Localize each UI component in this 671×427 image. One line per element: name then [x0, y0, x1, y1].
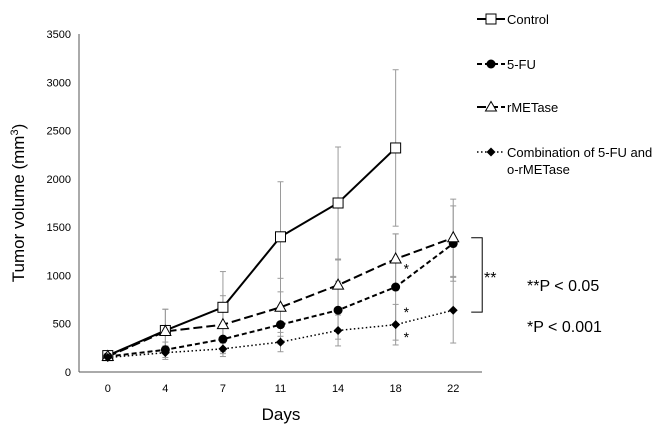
legend-marker-control — [485, 13, 497, 25]
significance-star: * — [404, 329, 410, 345]
data-point-rmetase — [446, 230, 460, 243]
x-tick-label: 0 — [105, 383, 111, 395]
y-axis-title: Tumor volume (mm3) — [9, 124, 28, 283]
data-point-rmetase — [389, 251, 402, 264]
y-tick-label: 1500 — [47, 222, 71, 234]
legend-item-rmetase: rMETase — [477, 100, 558, 115]
legend-label-combination-line2: o-rMETase — [507, 162, 570, 177]
legend: Control 5-FU rMETase Combination of 5-FU… — [477, 12, 652, 177]
y-axis-title-close: ) — [9, 124, 28, 130]
data-point-combination-of-5-fu-and-o-rmetase — [218, 344, 228, 354]
legend-item-5fu: 5-FU — [477, 57, 536, 72]
data-point-control — [390, 142, 402, 154]
data-point-rmetase — [274, 300, 287, 312]
y-axis-title-superscript: 3 — [9, 129, 21, 135]
y-tick-label: 2500 — [47, 126, 71, 138]
legend-marker-rmetase — [484, 100, 498, 112]
legend-item-combination: Combination of 5-FU and o-rMETase — [477, 145, 652, 177]
data-point-combination-of-5-fu-and-o-rmetase — [448, 305, 458, 315]
legend-label-combination-line1: Combination of 5-FU and — [507, 145, 652, 160]
y-tick-label: 0 — [65, 367, 71, 379]
x-tick-label: 7 — [220, 383, 226, 395]
data-point-5-fu — [333, 305, 343, 315]
significance-star: * — [404, 304, 410, 320]
y-tick-label: 500 — [53, 319, 71, 331]
x-tick-label: 11 — [275, 383, 286, 395]
data-point-control — [275, 231, 286, 243]
significance-bracket: ** — [471, 237, 496, 313]
bracket-double-star: ** — [484, 270, 496, 287]
data-point-control — [332, 197, 344, 209]
bracket-line — [471, 237, 483, 313]
sig-note-p005: **P < 0.05 — [527, 278, 599, 295]
y-tick-label: 3000 — [47, 77, 71, 89]
series-markers — [101, 142, 460, 363]
x-tick-label: 22 — [447, 383, 459, 395]
legend-label-rmetase: rMETase — [507, 100, 558, 115]
x-tick-label: 4 — [162, 383, 168, 395]
y-tick-label: 2000 — [47, 174, 71, 186]
sig-note-p0001: *P < 0.001 — [527, 319, 602, 336]
data-point-rmetase — [331, 278, 345, 290]
legend-label-5fu: 5-FU — [507, 57, 536, 72]
series-line-control — [107, 147, 397, 357]
y-axis-title-main: Tumor volume (mm — [9, 136, 28, 283]
data-point-rmetase — [159, 324, 172, 336]
y-tick-label: 3500 — [47, 29, 71, 41]
y-tick-labels: 0 500 1000 1500 2000 2500 3000 3500 — [47, 29, 71, 379]
data-point-control — [217, 301, 229, 313]
legend-marker-5fu — [486, 59, 496, 69]
data-point-combination-of-5-fu-and-o-rmetase — [103, 353, 113, 363]
data-point-5-fu — [276, 320, 285, 330]
legend-item-control: Control — [477, 12, 549, 27]
significance-star: * — [404, 261, 410, 277]
x-tick-label: 14 — [332, 383, 344, 395]
data-point-5-fu — [391, 282, 401, 292]
legend-marker-combination — [486, 147, 496, 157]
x-tick-label: 18 — [390, 383, 402, 395]
data-point-combination-of-5-fu-and-o-rmetase — [276, 337, 285, 347]
x-tick-labels: 0 4 7 11 14 18 22 — [105, 383, 460, 395]
data-point-combination-of-5-fu-and-o-rmetase — [333, 325, 343, 335]
data-point-5-fu — [218, 334, 228, 344]
data-point-rmetase — [216, 317, 230, 330]
y-tick-label: 1000 — [47, 270, 71, 282]
data-point-combination-of-5-fu-and-o-rmetase — [391, 320, 401, 330]
x-axis-title: Days — [262, 405, 301, 424]
significance-stars: * * * — [404, 261, 410, 346]
legend-label-control: Control — [507, 12, 549, 27]
data-point-combination-of-5-fu-and-o-rmetase — [160, 348, 170, 358]
